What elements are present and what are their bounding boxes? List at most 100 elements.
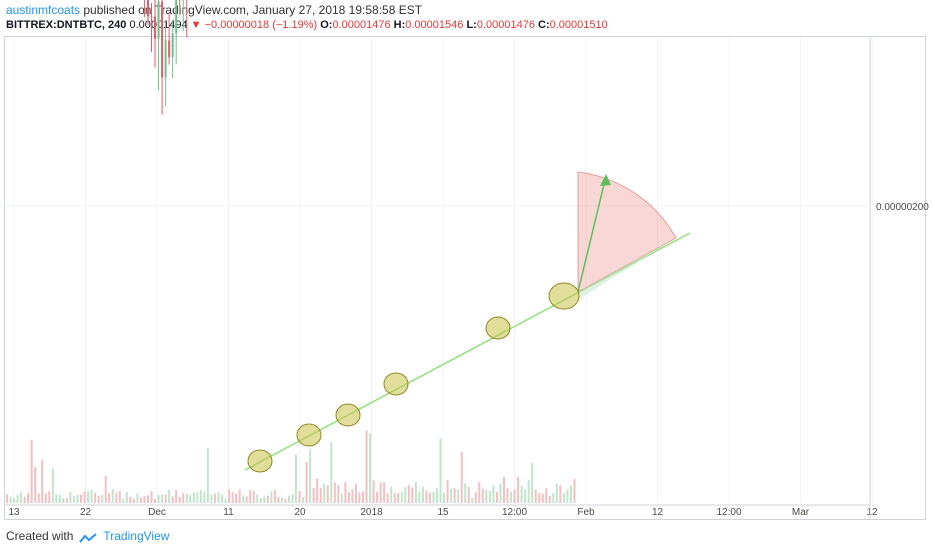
volume-bar [386,493,389,503]
support-touch-circle [247,449,273,473]
volume-bar [284,498,287,503]
volume-bar [510,491,513,503]
tradingview-brand-link[interactable]: TradingView [103,529,170,543]
volume-bar [428,492,431,503]
volume-bar [104,476,107,503]
volume-bar [400,492,403,503]
volume-bar [23,496,26,503]
volume-bar [326,485,329,503]
volume-bar [485,489,488,503]
volume-bar [513,489,516,503]
volume-bar [517,476,520,503]
volume-bar [118,491,121,503]
volume-bar [249,489,252,503]
candle-body [164,40,167,78]
volume-bar [62,497,65,503]
close-label: C: [538,19,550,31]
candle-body [168,40,171,58]
volume-bar [161,494,164,503]
support-touch-circle [548,282,580,310]
volume-bar [72,495,75,503]
volume-bar [354,483,357,503]
open-label: O: [320,19,333,31]
volume-bar [418,491,421,503]
volume-bar [573,478,576,503]
volume-bar [407,485,410,503]
author-link[interactable]: austinmfcoats [6,3,81,17]
volume-bar [41,459,44,503]
candle-body [154,16,157,39]
volume-bar [502,476,505,503]
volume-bar [171,496,174,503]
volume-bar [316,478,319,503]
y-tick-label: 0.00000200 [876,202,929,213]
x-tick-label: 12 [652,507,664,518]
volume-bar [280,497,283,503]
x-tick-label: Dec [148,507,166,518]
volume-bar [20,492,23,503]
x-tick-label: 12:00 [502,507,527,518]
volume-bar [464,483,467,503]
volume-bar [450,488,453,503]
volume-bar [492,485,495,503]
volume-bar [467,487,470,503]
volume-bar [192,492,195,503]
x-tick-label: Feb [577,507,595,518]
volume-bar [421,486,424,503]
volume-bar [132,498,135,503]
volume-bar [439,438,442,503]
x-tick-label: 15 [437,507,449,518]
volume-bar [552,492,555,503]
volume-bar [58,494,61,503]
high-value: 0.00001546 [405,19,464,31]
volume-bar [548,496,551,503]
volume-bar [471,497,474,503]
volume-bar [538,493,541,503]
volume-bar [13,498,16,503]
volume-bar [358,492,361,503]
x-tick-label: 12:00 [716,507,741,518]
candle-body [150,16,153,18]
volume-bar [351,489,354,503]
volume-bar [383,482,386,503]
volume-bar [499,483,502,503]
support-touch-circle [383,372,409,396]
volume-bar [425,490,428,503]
created-with-label: Created with [6,529,74,543]
volume-bar [443,492,446,503]
volume-bar [76,494,79,503]
volume-bar [157,494,160,503]
support-touch-circle [296,423,322,447]
volume-bar [305,462,308,503]
x-tick-label: 11 [223,507,234,518]
price-change: −0.00000018 (−1.19%) [204,19,318,31]
volume-bar [168,489,171,503]
chart-frame[interactable] [4,36,926,520]
volume-bar [527,480,530,503]
x-tick-label: 12 [866,507,878,518]
volume-bar [210,494,213,503]
volume-bar [337,485,340,503]
volume-bar [238,489,241,503]
volume-bar [185,493,188,503]
volume-bar [446,479,449,503]
volume-bar [488,490,491,503]
volume-bar [221,494,224,503]
volume-bar [347,492,350,503]
volume-bar [164,494,167,503]
volume-bar [404,487,407,503]
volume-bar [97,495,100,503]
high-label: H: [393,19,406,31]
volume-bar [101,495,104,503]
volume-bar [27,493,30,503]
volume-bar [287,495,290,503]
volume-bar [541,493,544,503]
publish-meta: published on TradingView.com, January 27… [80,3,423,17]
volume-bar [259,498,262,503]
volume-bar [263,496,266,503]
x-tick-label: 20 [294,507,306,518]
volume-bar [196,492,199,503]
volume-bar [182,492,185,503]
volume-bar [206,448,209,503]
